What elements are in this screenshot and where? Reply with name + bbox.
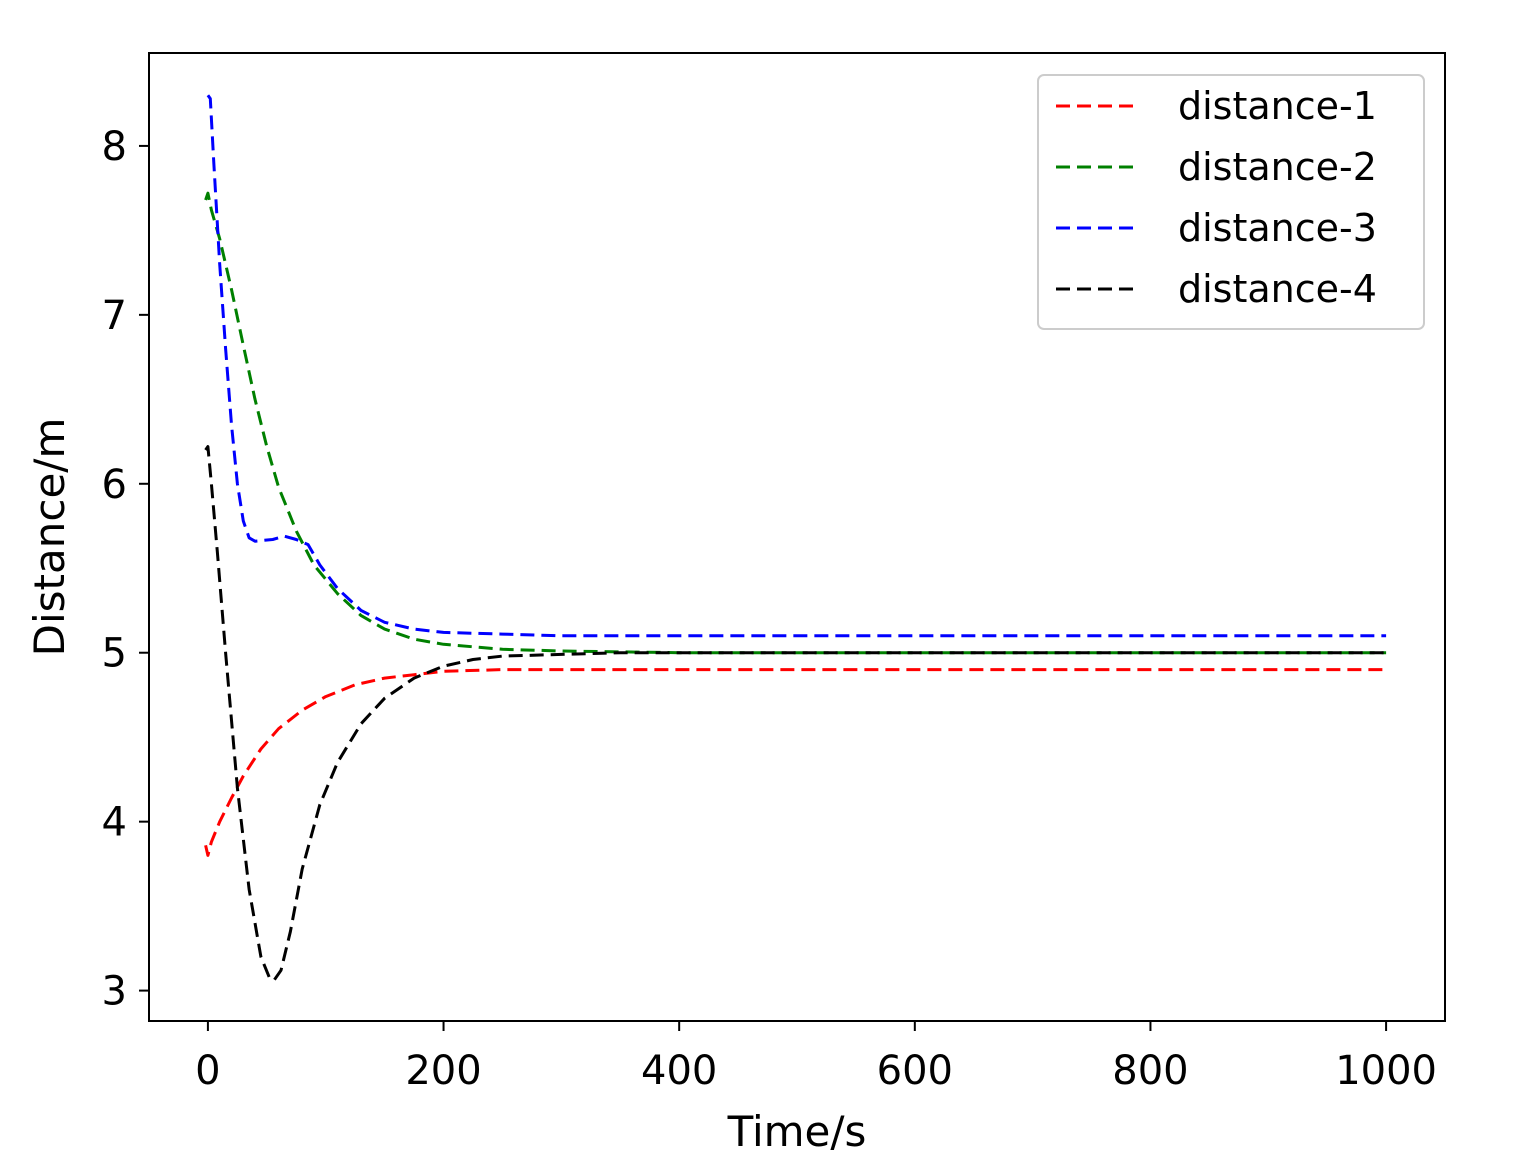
y-tick-label: 6 — [102, 462, 127, 508]
x-tick-label: 400 — [641, 1048, 717, 1094]
legend-label-3: distance-3 — [1178, 206, 1377, 250]
y-tick-label: 7 — [102, 293, 127, 339]
x-tick-label: 600 — [877, 1048, 953, 1094]
y-tick-label: 4 — [102, 800, 127, 846]
legend: distance-1 distance-2 distance-3 distance-4 — [1037, 74, 1425, 330]
y-axis-label: Distance/m — [25, 418, 74, 657]
x-tick-label: 1000 — [1335, 1048, 1437, 1094]
plot-frame — [148, 52, 1446, 1022]
legend-label-2: distance-2 — [1178, 145, 1377, 189]
legend-label-1: distance-1 — [1178, 84, 1377, 128]
y-tick-label: 3 — [102, 969, 127, 1015]
series-line-3 — [206, 94, 1387, 638]
series-line-4 — [204, 445, 1387, 982]
x-axis: 0 200 400 600 800 1000 — [195, 1021, 1437, 1094]
legend-label-4: distance-4 — [1178, 267, 1377, 311]
y-axis: 3 4 5 6 7 8 — [102, 124, 149, 1015]
y-tick-label: 8 — [102, 124, 127, 170]
x-axis-label: Time/s — [727, 1107, 867, 1156]
x-tick-label: 800 — [1112, 1048, 1188, 1094]
x-tick-label: 200 — [405, 1048, 481, 1094]
series-layer — [204, 94, 1387, 982]
legend-box — [1037, 74, 1425, 330]
y-tick-label: 5 — [102, 631, 127, 677]
x-tick-label: 0 — [195, 1048, 220, 1094]
series-line-1 — [204, 668, 1387, 857]
